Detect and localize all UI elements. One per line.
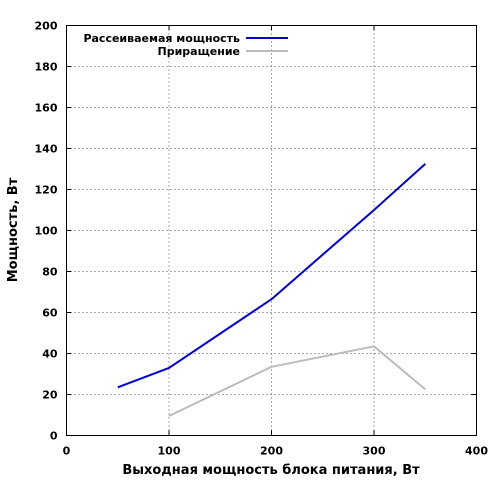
y-tick-label: 80 <box>42 266 58 279</box>
y-tick-label: 40 <box>42 348 58 361</box>
y-tick-label: 200 <box>35 20 58 33</box>
y-tick-label: 160 <box>35 102 58 115</box>
y-tick-label: 60 <box>42 307 58 320</box>
y-tick-label: 120 <box>35 184 58 197</box>
series-line-1 <box>117 163 426 389</box>
y-tick-label: 20 <box>42 389 58 402</box>
y-tick-label: 180 <box>35 61 58 74</box>
y-tick-label: 140 <box>35 143 58 156</box>
y-axis-title: Мощность, Вт <box>6 177 21 282</box>
x-axis-title: Выходная мощность блока питания, Вт <box>122 463 420 478</box>
y-tick-label: 100 <box>35 225 58 238</box>
x-tick-label: 200 <box>260 445 283 458</box>
ticks: 0 100 200 300 400 0 20 40 60 80 100 120 140 160 180 200 <box>35 20 489 458</box>
x-tick-label: 0 <box>63 445 71 458</box>
series-layer <box>117 163 426 417</box>
grid <box>66 25 477 436</box>
x-tick-label: 300 <box>363 445 386 458</box>
x-tick-label: 100 <box>158 445 181 458</box>
series-line-2 <box>168 345 426 417</box>
y-tick-label: 0 <box>50 430 58 443</box>
legend-label-2: Приращение <box>158 45 240 58</box>
legend-label-1: Рассеиваемая мощность <box>83 32 240 45</box>
x-tick-label: 400 <box>465 445 488 458</box>
